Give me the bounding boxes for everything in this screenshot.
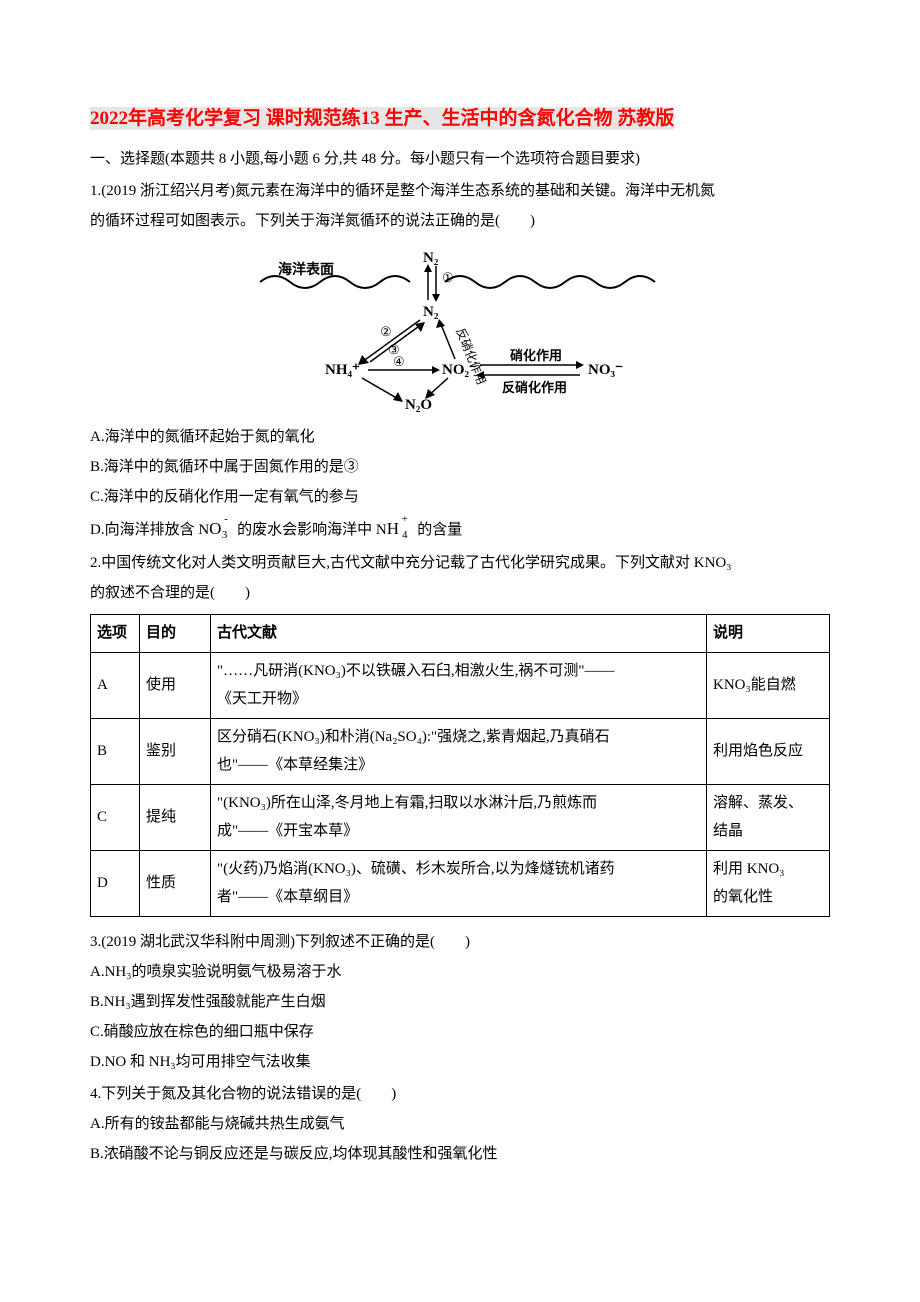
cell-lit-l2: 也"——《本草经集注》 bbox=[217, 751, 700, 780]
q1-option-a: A.海洋中的氮循环起始于氮的氧化 bbox=[90, 422, 830, 452]
q1-d-mid: 的废水会影响海洋中 N bbox=[233, 522, 386, 538]
cell-opt: A bbox=[91, 652, 140, 718]
cell-note-l1: 溶解、蒸发、 bbox=[713, 789, 823, 818]
q1-d-post: 的含量 bbox=[413, 522, 462, 538]
cell-lit-l1: "(火药)乃焰消(KNO₃)、硫磺、杉木炭所合,以为烽燧铳机诸药 bbox=[217, 855, 700, 884]
arrowhead-nitrify bbox=[576, 361, 584, 369]
cell-note-l2: 的氧化性 bbox=[713, 883, 823, 912]
denitrify-label: 反硝化作用 bbox=[502, 380, 567, 395]
cell-note: KNO₃能自燃 bbox=[707, 652, 830, 718]
arrowhead-no2-n2 bbox=[436, 319, 445, 328]
arrowhead-4 bbox=[432, 366, 440, 374]
cell-note-l2: 结晶 bbox=[713, 817, 823, 846]
cell-opt: C bbox=[91, 784, 140, 850]
sea-surface-label: 海洋表面 bbox=[278, 261, 334, 278]
arrow-nh4-n2o bbox=[362, 378, 400, 400]
cell-lit-l1: "(KNO₃)所在山泽,冬月地上有霜,扫取以水淋汁后,乃煎炼而 bbox=[217, 789, 700, 818]
arrowhead-2 bbox=[358, 355, 369, 365]
q3-option-d: D.NO 和 NH₃均可用排空气法收集 bbox=[90, 1047, 830, 1077]
q3-stem: 3.(2019 湖北武汉华科附中周测)下列叙述不正确的是( ) bbox=[90, 927, 830, 957]
n2-top: N₂ bbox=[423, 250, 439, 266]
arrowhead-3 bbox=[415, 322, 425, 332]
cell-purpose: 鉴别 bbox=[140, 718, 211, 784]
q1-option-c: C.海洋中的反硝化作用一定有氧气的参与 bbox=[90, 482, 830, 512]
circle-1: ① bbox=[442, 270, 454, 285]
q1-stem-line2: 的循环过程可如图表示。下列关于海洋氮循环的说法正确的是( ) bbox=[90, 206, 830, 236]
q4-option-a: A.所有的铵盐都能与烧碱共热生成氨气 bbox=[90, 1109, 830, 1139]
cell-lit: 区分硝石(KNO₃)和朴消(Na₂SO₄):"强烧之,紫青烟起,乃真硝石 也"—… bbox=[211, 718, 707, 784]
q4-stem: 4.下列关于氮及其化合物的说法错误的是( ) bbox=[90, 1079, 830, 1109]
question-1: 1.(2019 浙江绍兴月考)氮元素在海洋中的循环是整个海洋生态系统的基础和关键… bbox=[90, 176, 830, 546]
circle-2: ② bbox=[380, 324, 392, 339]
no3: NO₃⁻ bbox=[588, 362, 623, 378]
th-lit: 古代文献 bbox=[211, 615, 707, 653]
cell-lit-l2: 《天工开物》 bbox=[217, 685, 700, 714]
cell-lit-l2: 者"——《本草纲目》 bbox=[217, 883, 700, 912]
section-intro: 一、选择题(本题共 8 小题,每小题 6 分,共 48 分。每小题只有一个选项符… bbox=[90, 144, 830, 174]
n2o: N₂O bbox=[405, 397, 432, 413]
cell-lit: "……凡研消(KNO₃)不以铁碾入石臼,相激火生,祸不可测"—— 《天工开物》 bbox=[211, 652, 707, 718]
cell-lit: "(火药)乃焰消(KNO₃)、硫磺、杉木炭所合,以为烽燧铳机诸药 者"——《本草… bbox=[211, 850, 707, 916]
q1-stem-line1: 1.(2019 浙江绍兴月考)氮元素在海洋中的循环是整个海洋生态系统的基础和关键… bbox=[90, 176, 830, 206]
q2-stem-line1: 2.中国传统文化对人类文明贡献巨大,古代文献中充分记载了古代化学研究成果。下列文… bbox=[90, 548, 830, 578]
arrow-no2-n2 bbox=[440, 322, 455, 359]
table-row: D 性质 "(火药)乃焰消(KNO₃)、硫磺、杉木炭所合,以为烽燧铳机诸药 者"… bbox=[91, 850, 830, 916]
q3-option-b: B.NH₃遇到挥发性强酸就能产生白烟 bbox=[90, 987, 830, 1017]
arrowhead-down bbox=[432, 294, 440, 302]
cell-note: 溶解、蒸发、 结晶 bbox=[707, 784, 830, 850]
cell-opt: B bbox=[91, 718, 140, 784]
circle-4: ④ bbox=[393, 354, 405, 369]
cell-note: 利用 KNO₃ 的氧化性 bbox=[707, 850, 830, 916]
cell-lit-l1: "……凡研消(KNO₃)不以铁碾入石臼,相激火生,祸不可测"—— bbox=[217, 657, 700, 686]
th-purpose: 目的 bbox=[140, 615, 211, 653]
cell-note: 利用焰色反应 bbox=[707, 718, 830, 784]
nitrogen-cycle-diagram: 海洋表面 N₂ ① N₂ NH₄⁺ NO₂⁻ NO₃⁻ bbox=[250, 244, 670, 414]
nh4: NH₄⁺ bbox=[325, 362, 360, 378]
cell-purpose: 使用 bbox=[140, 652, 211, 718]
cell-purpose: 性质 bbox=[140, 850, 211, 916]
th-note: 说明 bbox=[707, 615, 830, 653]
q2-stem-line2: 的叙述不合理的是( ) bbox=[90, 578, 830, 608]
table-row: C 提纯 "(KNO₃)所在山泽,冬月地上有霜,扫取以水淋汁后,乃煎炼而 成"—… bbox=[91, 784, 830, 850]
q3-option-a: A.NH₃的喷泉实验说明氨气极易溶于水 bbox=[90, 957, 830, 987]
document-page: 2022年高考化学复习 课时规范练13 生产、生活中的含氮化合物 苏教版 一、选… bbox=[0, 0, 920, 1229]
q3-option-c: C.硝酸应放在棕色的细口瓶中保存 bbox=[90, 1017, 830, 1047]
n2-mid: N₂ bbox=[423, 304, 439, 320]
table-row: B 鉴别 区分硝石(KNO₃)和朴消(Na₂SO₄):"强烧之,紫青烟起,乃真硝… bbox=[91, 718, 830, 784]
question-2: 2.中国传统文化对人类文明贡献巨大,古代文献中充分记载了古代化学研究成果。下列文… bbox=[90, 548, 830, 917]
th-opt: 选项 bbox=[91, 615, 140, 653]
question-4: 4.下列关于氮及其化合物的说法错误的是( ) A.所有的铵盐都能与烧碱共热生成氨… bbox=[90, 1079, 830, 1169]
page-title: 2022年高考化学复习 课时规范练13 生产、生活中的含氮化合物 苏教版 bbox=[90, 107, 674, 130]
q2-table: 选项 目的 古代文献 说明 A 使用 "……凡研消(KNO₃)不以铁碾入石臼,相… bbox=[90, 614, 830, 917]
q4-option-b: B.浓硝酸不论与铜反应还是与碳反应,均体现其酸性和强氧化性 bbox=[90, 1139, 830, 1169]
title-wrap: 2022年高考化学复习 课时规范练13 生产、生活中的含氮化合物 苏教版 bbox=[90, 100, 830, 138]
cell-note-l1: 利用 KNO₃ bbox=[713, 855, 823, 884]
q1-d-pre: D.向海洋排放含 N bbox=[90, 522, 209, 538]
question-3: 3.(2019 湖北武汉华科附中周测)下列叙述不正确的是( ) A.NH₃的喷泉… bbox=[90, 927, 830, 1077]
cell-opt: D bbox=[91, 850, 140, 916]
q1-option-b: B.海洋中的氮循环中属于固氮作用的是③ bbox=[90, 452, 830, 482]
table-header-row: 选项 目的 古代文献 说明 bbox=[91, 615, 830, 653]
cell-lit: "(KNO₃)所在山泽,冬月地上有霜,扫取以水淋汁后,乃煎炼而 成"——《开宝本… bbox=[211, 784, 707, 850]
cell-lit-l1: 区分硝石(KNO₃)和朴消(Na₂SO₄):"强烧之,紫青烟起,乃真硝石 bbox=[217, 723, 700, 752]
cell-lit-l2: 成"——《开宝本草》 bbox=[217, 817, 700, 846]
nitrify-label: 硝化作用 bbox=[510, 348, 562, 363]
cell-purpose: 提纯 bbox=[140, 784, 211, 850]
table-row: A 使用 "……凡研消(KNO₃)不以铁碾入石臼,相激火生,祸不可测"—— 《天… bbox=[91, 652, 830, 718]
q1-option-d: D.向海洋排放含 NO -3 的废水会影响海洋中 NH +4 的含量 bbox=[90, 512, 830, 546]
